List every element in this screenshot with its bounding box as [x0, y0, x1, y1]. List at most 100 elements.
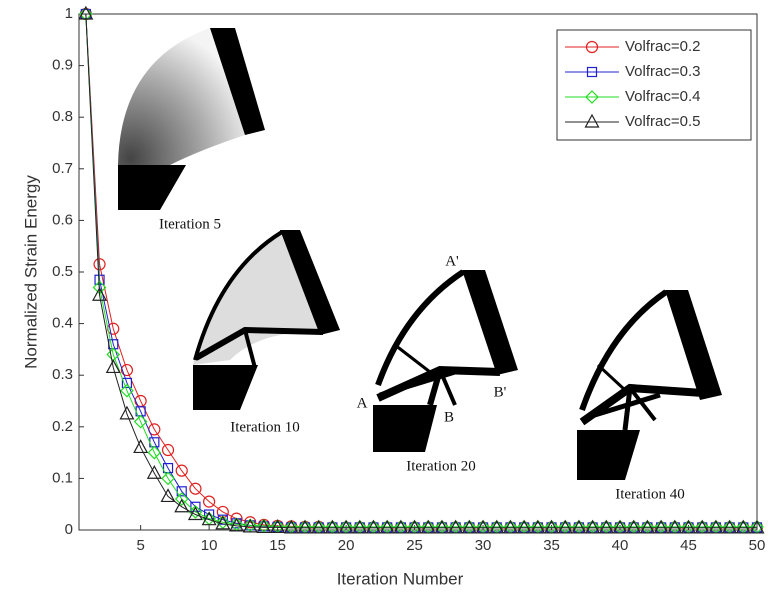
x-tick-label: 30	[475, 537, 492, 554]
marker	[409, 522, 420, 533]
marker	[119, 405, 135, 420]
marker	[505, 522, 516, 533]
marker	[697, 522, 708, 533]
series-line	[85, 13, 757, 529]
marker	[365, 519, 381, 534]
x-tick-label: 45	[680, 537, 697, 554]
marker	[475, 519, 491, 534]
marker	[614, 522, 626, 533]
marker	[612, 519, 628, 534]
marker	[584, 113, 600, 128]
marker	[735, 519, 751, 534]
marker	[626, 519, 642, 534]
marker	[354, 522, 365, 533]
marker	[639, 519, 655, 534]
marker	[560, 522, 571, 533]
marker	[297, 519, 313, 534]
annotation: B'	[494, 384, 507, 400]
annotation: A'	[445, 253, 459, 269]
marker	[573, 522, 585, 533]
marker	[368, 522, 379, 533]
y-tick-label: 0.4	[52, 315, 73, 332]
marker	[215, 515, 231, 530]
y-tick-label: 0.5	[52, 263, 73, 280]
marker	[722, 519, 738, 534]
marker	[667, 519, 683, 534]
marker	[491, 522, 502, 533]
marker	[628, 522, 639, 533]
marker	[324, 519, 340, 534]
x-tick-label: 40	[612, 537, 629, 554]
marker	[585, 519, 601, 534]
marker	[448, 519, 464, 534]
marker	[598, 519, 614, 534]
marker	[571, 519, 587, 534]
marker	[423, 522, 434, 533]
annotation: B	[444, 409, 454, 425]
y-tick-label: 0.9	[52, 57, 73, 74]
legend: Volfrac=0.2 Volfrac=0.3 Volfrac=0.4 Volfrac…	[556, 29, 752, 141]
legend-label: Volfrac=0.5	[625, 113, 700, 130]
marker	[642, 522, 653, 533]
marker	[120, 383, 134, 398]
marker	[176, 486, 187, 497]
marker	[203, 495, 216, 508]
marker	[161, 471, 175, 486]
marker	[147, 445, 162, 460]
marker	[519, 522, 530, 533]
inset-iteration-10	[193, 230, 340, 410]
y-tick-label: 0.1	[52, 469, 73, 486]
marker	[93, 258, 106, 271]
marker	[187, 506, 203, 521]
marker	[464, 522, 475, 533]
marker	[327, 522, 338, 533]
marker	[395, 522, 406, 533]
y-tick-label: 0.6	[52, 211, 73, 228]
marker	[477, 522, 489, 533]
marker	[738, 522, 749, 533]
marker	[489, 519, 505, 534]
marker	[749, 519, 765, 534]
marker	[352, 519, 368, 534]
marker	[146, 464, 162, 479]
marker	[393, 519, 409, 534]
y-tick-label: 0.7	[52, 160, 73, 177]
marker	[751, 522, 763, 533]
marker	[229, 517, 245, 532]
marker	[105, 359, 121, 374]
marker	[161, 443, 175, 457]
marker	[120, 363, 134, 377]
marker	[382, 522, 393, 533]
marker	[585, 40, 599, 54]
marker	[434, 519, 450, 534]
marker	[256, 519, 272, 534]
y-axis-title: Normalized Strain Energy	[21, 175, 40, 369]
marker	[532, 522, 543, 533]
marker	[299, 522, 311, 533]
marker	[436, 522, 448, 533]
annotation: Iteration 40	[615, 486, 685, 502]
marker	[461, 519, 477, 534]
x-tick-label: 35	[543, 537, 560, 554]
marker	[708, 519, 724, 534]
x-tick-label: 5	[136, 537, 144, 554]
legend-label: Volfrac=0.4	[625, 88, 700, 105]
marker	[546, 522, 557, 533]
x-axis-title: Iteration Number	[337, 569, 464, 588]
marker	[78, 5, 94, 20]
legend-box	[556, 29, 752, 141]
x-tick-label: 15	[269, 537, 286, 554]
marker	[189, 482, 202, 495]
y-tick-label: 0.3	[52, 366, 73, 383]
marker	[201, 511, 217, 526]
marker	[669, 522, 680, 533]
marker	[92, 286, 108, 301]
marker	[557, 519, 573, 534]
marker	[174, 492, 189, 506]
marker	[694, 519, 710, 534]
y-tick-label: 0.8	[52, 108, 73, 125]
marker	[544, 519, 560, 534]
inset-iteration-20	[373, 269, 518, 452]
marker	[601, 522, 612, 533]
marker	[160, 488, 176, 503]
